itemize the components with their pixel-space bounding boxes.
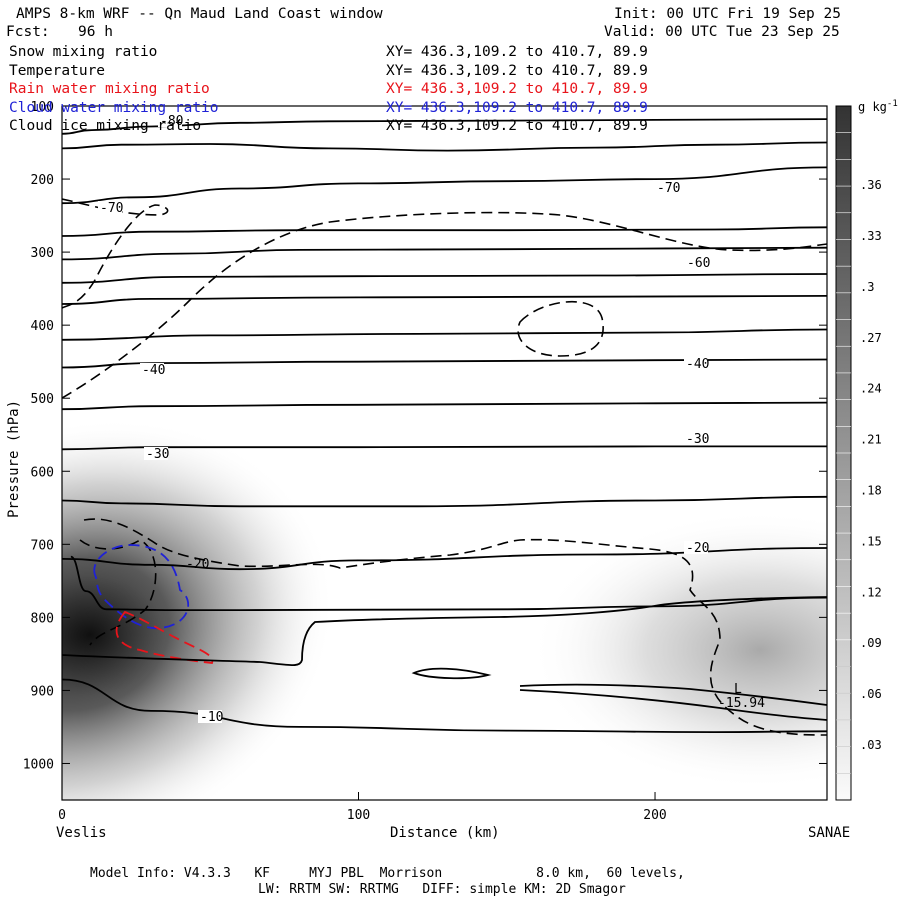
temperature-contour-1 (62, 141, 827, 152)
x-start-label: Veslis (56, 825, 107, 841)
footer-physics-info: LW: RRTM SW: RRTMG DIFF: simple KM: 2D S… (258, 882, 626, 897)
minimum-marker: L (734, 682, 742, 697)
contour-label-m40-right: -40 (686, 357, 709, 372)
y-tick-label: 600 (31, 465, 54, 480)
legend-item-name: Rain water mixing ratio (9, 81, 210, 97)
contour-label-m70-right: -70 (657, 181, 680, 196)
legend-item-name: Cloud ice mixing ratio (9, 118, 202, 134)
temperature-contour-9 (62, 401, 827, 411)
valid-time: Valid: 00 UTC Tue 23 Sep 25 (604, 24, 840, 40)
colorbar-tick-label: .36 (860, 178, 882, 192)
snow-contour-upper (62, 211, 827, 399)
y-axis-label: Pressure (hPa) (6, 400, 22, 518)
temperature-contour-8 (62, 358, 827, 369)
colorbar-tick-label: .21 (860, 433, 882, 447)
minimum-value: -15.94 (718, 696, 765, 711)
legend-item-name: Temperature (9, 62, 106, 79)
snow-core-left (62, 575, 165, 695)
colorbar-tick-label: .06 (860, 687, 882, 701)
y-tick-label: 300 (31, 246, 54, 261)
contour-label-m20-right: -20 (686, 541, 709, 556)
snow-contour-lower (83, 518, 827, 736)
footer-model-info: Model Info: V4.3.3 KF MYJ PBL Morrison 8… (90, 866, 685, 881)
forecast-value: 96 h (78, 24, 113, 40)
snow-contour-loop (517, 300, 604, 357)
x-tick-label: 100 (347, 808, 370, 823)
temperature-contour-5 (62, 273, 827, 284)
contour-label-m40-left: -40 (142, 363, 165, 378)
y-tick-label: 800 (31, 611, 54, 626)
boundary-contour-left (61, 596, 828, 667)
forecast-label: Fcst: (6, 24, 50, 40)
legend-item-xy: XY= 436.3,109.2 to 410.7, 89.9 (386, 118, 648, 134)
boundary-contour-right (519, 683, 828, 706)
y-tick-label: 400 (31, 319, 54, 334)
chart-title: AMPS 8-km WRF -- Qn Maud Land Coast wind… (16, 6, 383, 22)
colorbar-tick-label: .18 (860, 484, 882, 498)
x-axis-label: Distance (km) (390, 825, 500, 841)
colorbar-tick-label: .3 (860, 280, 874, 294)
colorbar-tick-label: .12 (860, 585, 882, 599)
colorbar-tick-label: .24 (860, 382, 882, 396)
contour-label-m70-left: -70 (100, 201, 123, 216)
x-end-label: SANAE (808, 825, 850, 841)
legend-item-xy: XY= 436.3,109.2 to 410.7, 89.9 (386, 99, 648, 116)
y-tick-label: 500 (31, 392, 54, 407)
contour-label-m20-left: -20 (186, 557, 209, 572)
y-tick-label: 700 (31, 538, 54, 553)
y-tick-label: 1000 (23, 757, 54, 772)
contour-label-m10: -10 (200, 710, 223, 725)
y-tick-label: 100 (31, 100, 54, 115)
contour-label-m80: -80 (160, 114, 183, 129)
axes: 100 200 300 400 500 600 700 800 900 1000 0 100 200 (23, 100, 827, 823)
temperature-contour-7 (62, 328, 827, 341)
x-tick-label: 0 (58, 808, 66, 823)
legend-item-name: Cloud water mixing ratio (9, 99, 219, 116)
legend-item-name: Snow mixing ratio (9, 44, 158, 60)
small-closed-contour (411, 667, 492, 680)
y-tick-label: 900 (31, 684, 54, 699)
colorbar-tick-label: .33 (860, 229, 882, 243)
y-tick-label: 200 (31, 173, 54, 188)
colorbar-tick-label: .09 (860, 636, 882, 650)
temperature-contour-2 (62, 166, 827, 205)
contour-labels: -80 -70 -70 -60 -40 -40 -30 -30 -20 -20 … (98, 114, 765, 725)
contour-label-m60: -60 (687, 256, 710, 271)
temperature-contour-14 (62, 678, 827, 734)
colorbar-tick-label: .15 (860, 534, 882, 548)
cloud-water-contour (93, 544, 190, 629)
temperature-contour-0 (62, 118, 827, 135)
colorbar: g kg-1 .03 .06 .09 .12 .15 .18 .21 .24 .27 .3 .33.… (835, 99, 898, 801)
snow-shading (62, 418, 827, 800)
boundary-contour-right-lower (519, 689, 828, 721)
contour-label-m30-right: -30 (686, 432, 709, 447)
snow-maximum-right (530, 510, 827, 790)
x-tick-label: 200 (643, 808, 666, 823)
temperature-contour-4 (62, 246, 827, 261)
contour-label-m30-left: -30 (146, 447, 169, 462)
colorbar-unit: g kg-1 (858, 99, 898, 114)
temperature-contour-3 (62, 226, 827, 237)
colorbar-tick-label: .03 (860, 738, 882, 752)
rain-water-contour (115, 610, 214, 664)
temperature-contour-12 (62, 547, 827, 571)
temperature-contour-11 (62, 495, 827, 508)
temperature-contour-6 (62, 295, 827, 305)
legend-item-xy: XY= 436.3,109.2 to 410.7, 89.9 (386, 62, 648, 79)
snow-contour-inner-left (79, 539, 157, 646)
legend-item-xy: XY= 436.3,109.2 to 410.7, 89.9 (386, 44, 648, 60)
init-time: Init: 00 UTC Fri 19 Sep 25 (614, 6, 841, 22)
colorbar-labels: .03 .06 .09 .12 .15 .18 .21 .24 .27 .3 .33 .36 (860, 178, 882, 752)
colorbar-tick-label: .27 (860, 331, 882, 345)
legend-item-xy: XY= 436.3,109.2 to 410.7, 89.9 (386, 81, 648, 97)
surface-features (61, 596, 828, 721)
plot-frame (61, 105, 828, 801)
colorbar-ticks (836, 132, 851, 774)
